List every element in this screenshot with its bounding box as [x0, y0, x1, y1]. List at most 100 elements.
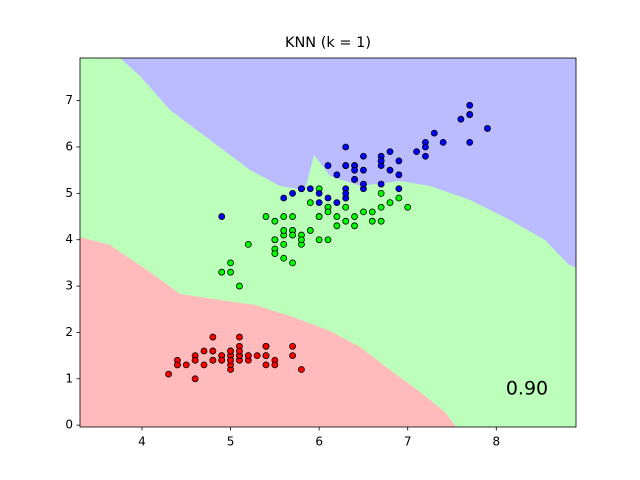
point	[395, 194, 403, 202]
point	[244, 352, 252, 360]
point	[271, 217, 279, 225]
y-tick-label: 0	[65, 418, 73, 432]
point	[351, 213, 358, 220]
point	[413, 148, 420, 156]
point	[227, 259, 234, 267]
point	[289, 342, 296, 350]
point	[306, 185, 314, 193]
point	[333, 199, 341, 207]
point	[386, 166, 394, 174]
y-tick-label: 4	[65, 232, 73, 246]
point	[209, 333, 217, 341]
point	[333, 222, 341, 230]
x-tick-label: 6	[315, 435, 323, 449]
point	[271, 250, 279, 258]
point	[209, 356, 217, 364]
y-tick-label: 2	[65, 325, 73, 339]
point	[315, 199, 323, 207]
x-tick-label: 8	[492, 435, 500, 449]
point	[342, 189, 350, 197]
point	[360, 208, 367, 216]
point	[351, 176, 358, 183]
point	[280, 240, 288, 248]
point	[289, 231, 296, 239]
point	[351, 166, 358, 174]
point	[280, 227, 288, 234]
point	[324, 236, 332, 244]
point	[377, 203, 385, 211]
point	[377, 180, 385, 188]
point	[271, 236, 279, 244]
y-tick-label: 6	[65, 140, 73, 154]
point	[430, 129, 438, 137]
point	[191, 375, 199, 383]
point	[191, 356, 199, 364]
plot-frame	[79, 57, 577, 428]
point	[289, 352, 296, 360]
point	[236, 282, 243, 290]
point	[280, 213, 288, 220]
point	[377, 189, 385, 197]
point	[351, 222, 358, 230]
score-annotation: 0.90	[506, 378, 548, 400]
x-tick-label: 7	[404, 435, 412, 449]
region-setosa	[80, 237, 456, 427]
y-tick-label: 7	[65, 93, 73, 107]
point	[324, 208, 332, 216]
y-tick-label: 3	[65, 279, 73, 293]
y-tick-label: 1	[65, 371, 73, 385]
chart-title: KNN (k = 1)	[285, 35, 371, 51]
point	[289, 189, 296, 197]
point	[342, 203, 350, 211]
point	[306, 199, 314, 207]
point	[422, 143, 429, 151]
point	[457, 115, 465, 123]
point	[236, 347, 243, 355]
point	[280, 194, 288, 202]
point	[377, 157, 385, 165]
point	[333, 171, 341, 179]
point	[422, 152, 429, 160]
point	[368, 217, 376, 225]
point	[227, 347, 234, 355]
point	[333, 213, 341, 220]
point	[174, 361, 181, 369]
point	[227, 268, 234, 276]
point	[298, 236, 305, 244]
point	[200, 347, 208, 355]
point	[271, 361, 279, 369]
region-virginica	[120, 58, 576, 268]
point	[466, 111, 474, 118]
point	[280, 254, 288, 262]
point	[386, 148, 394, 156]
point	[315, 189, 323, 197]
point	[227, 356, 234, 364]
point	[262, 342, 270, 350]
point	[360, 180, 367, 188]
point	[262, 213, 270, 220]
point	[209, 347, 217, 355]
point	[262, 352, 270, 360]
point	[218, 213, 226, 220]
point	[342, 162, 350, 169]
point	[165, 370, 172, 378]
point	[262, 361, 270, 369]
point	[342, 143, 350, 151]
point	[324, 194, 332, 202]
point	[404, 203, 412, 211]
point	[218, 356, 226, 364]
point	[315, 236, 323, 244]
point	[360, 166, 367, 174]
point	[368, 208, 376, 216]
point	[253, 352, 261, 360]
point	[395, 157, 403, 165]
point	[244, 240, 252, 248]
point	[386, 199, 394, 207]
point	[236, 333, 243, 341]
point	[324, 162, 332, 169]
point	[439, 138, 447, 146]
x-tick-label: 4	[138, 435, 146, 449]
point	[289, 213, 296, 220]
point	[306, 227, 314, 234]
